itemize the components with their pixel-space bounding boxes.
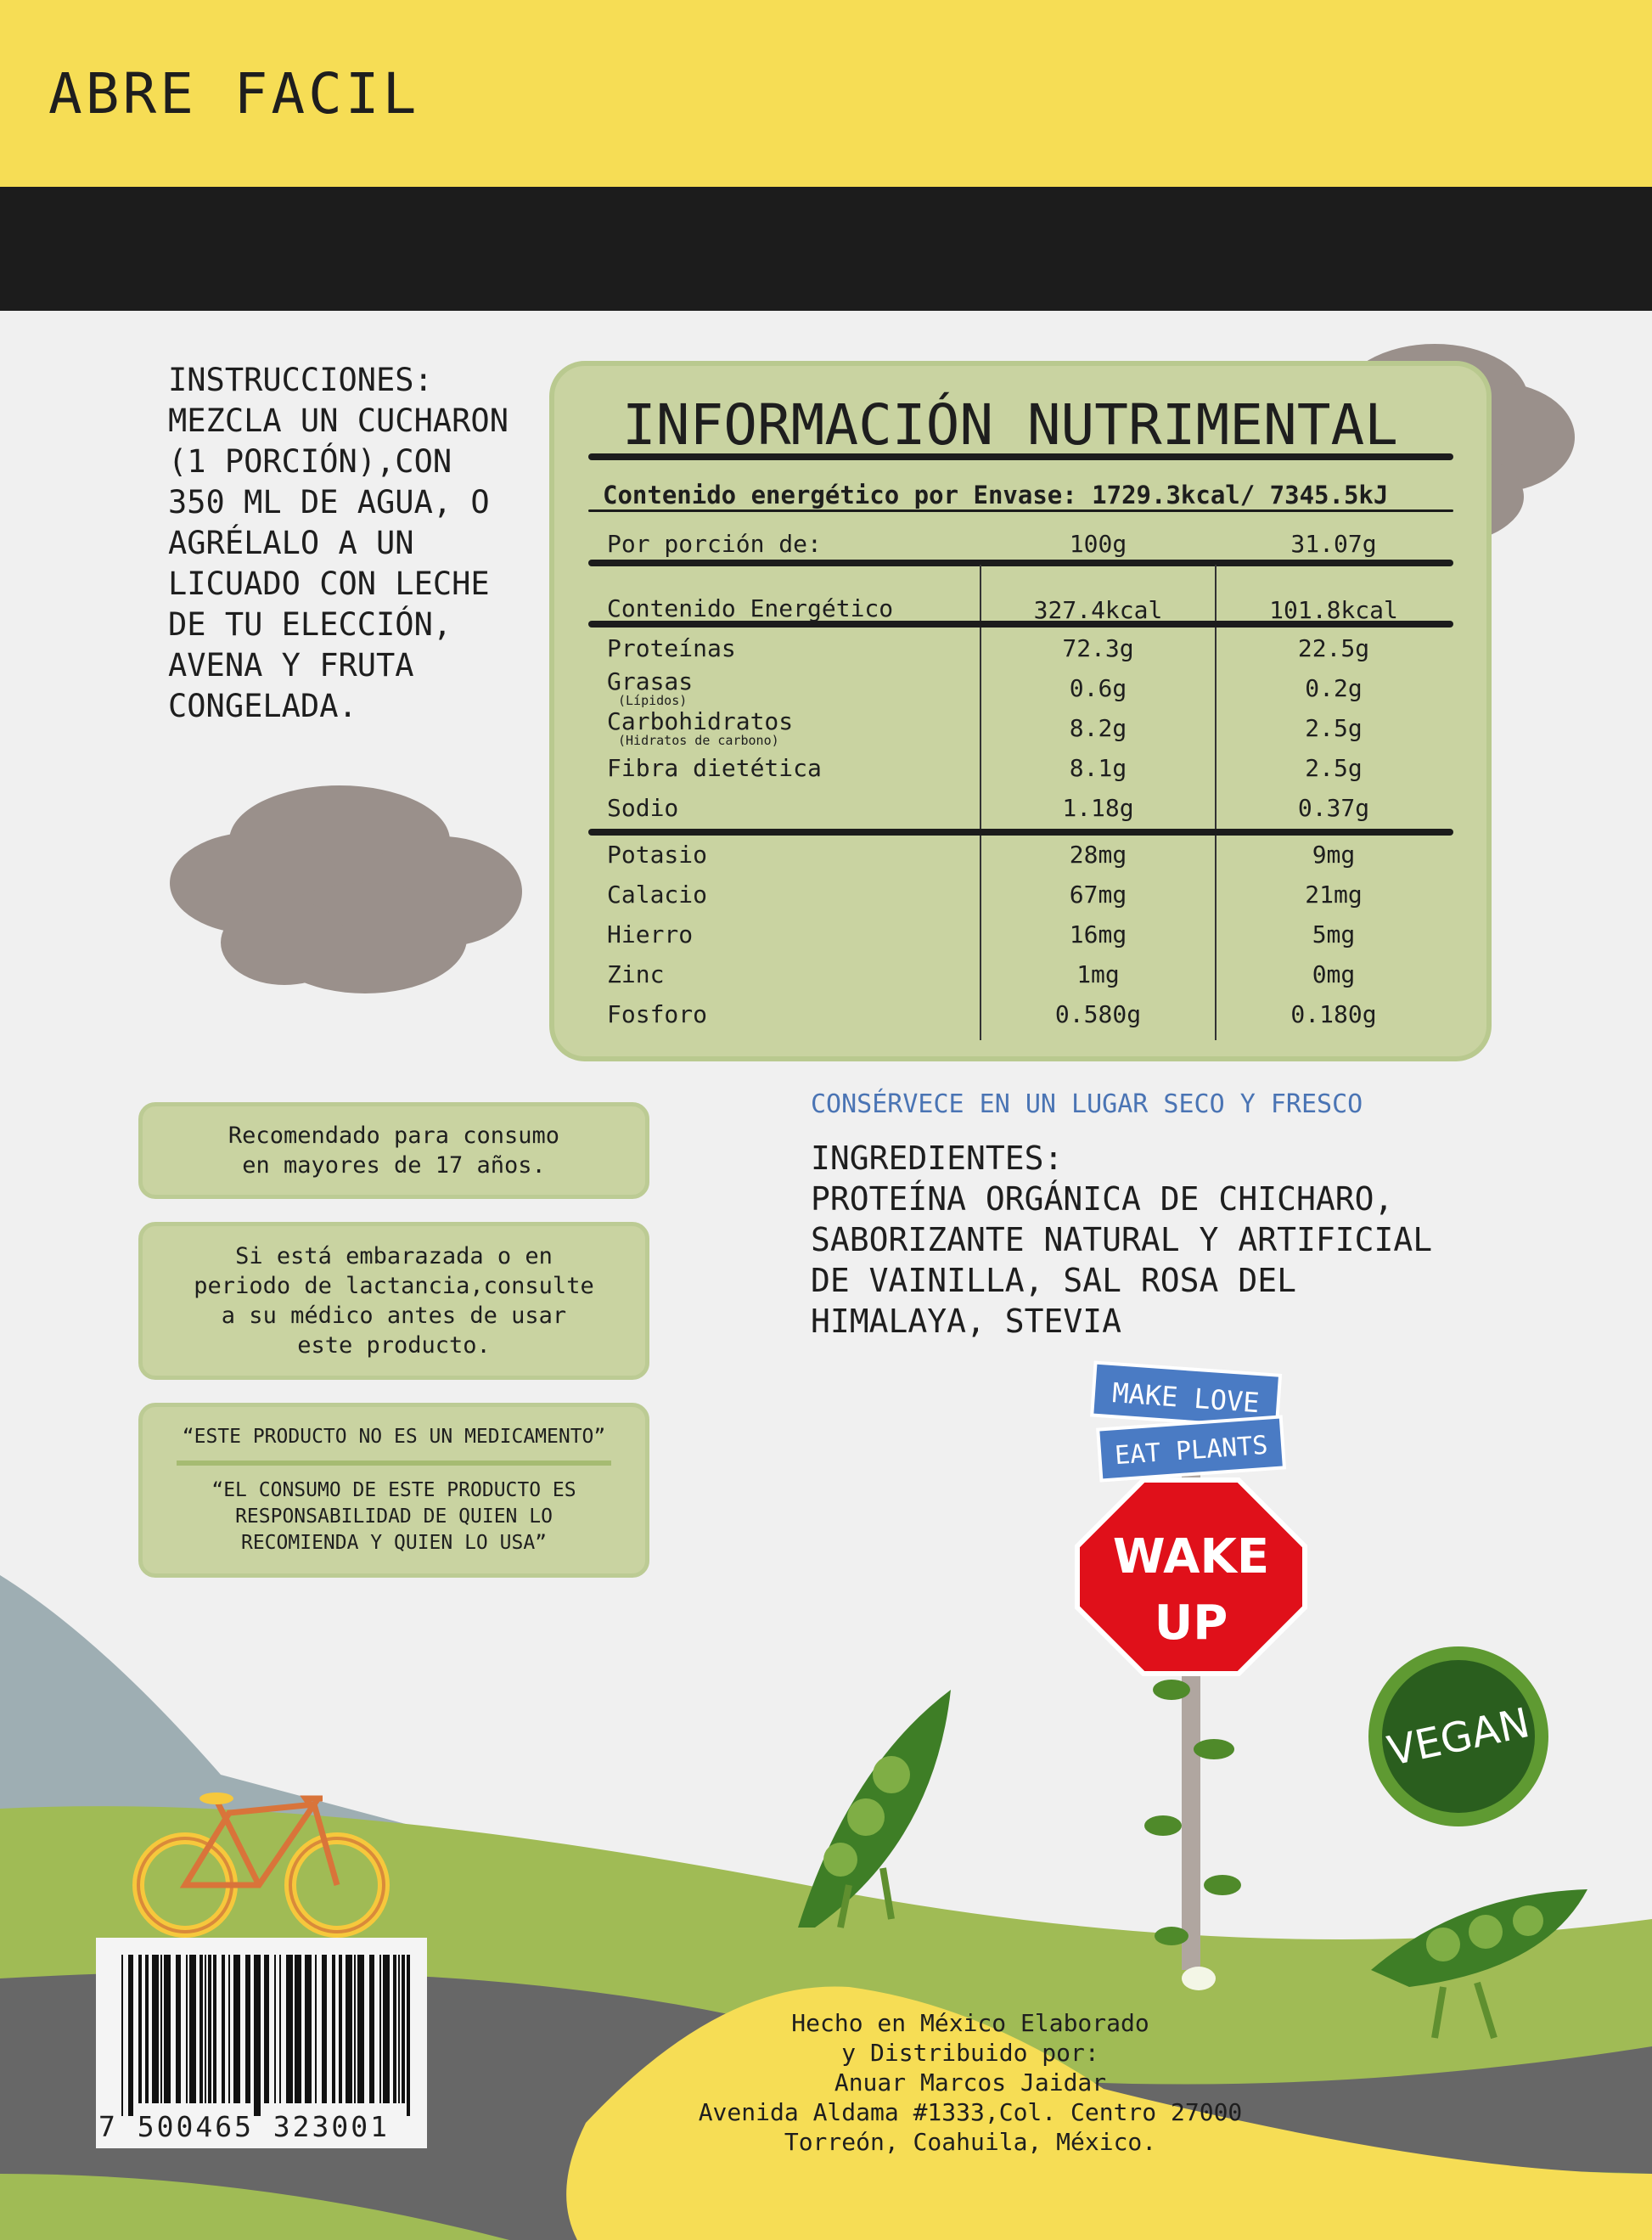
nutrient-label: Sodio [607, 794, 679, 822]
nutrient-per-100g: 1.18g [1062, 794, 1134, 822]
pea-pod-character [1371, 1889, 1587, 2040]
nutrient-per-100g: 8.2g [1069, 714, 1127, 742]
mineral-label: Fosforo [607, 1000, 708, 1028]
storage-text: CONSÉRVECE EN UN LUGAR SECO Y FRESCO [811, 1089, 1363, 1119]
column-divider [980, 565, 981, 1040]
pea-pod-character [798, 1690, 951, 1928]
nutrient-per-portion: 2.5g [1305, 714, 1363, 742]
mineral-per-100g: 1mg [1076, 960, 1120, 988]
nutrient-per-100g: 72.3g [1062, 634, 1134, 662]
age-notice: Recomendado para consumo en mayores de 1… [138, 1102, 649, 1199]
eat-plants-sign: EAT PLANTS [1096, 1415, 1287, 1483]
divider [588, 621, 1453, 628]
pregnancy-notice-text: Si está embarazada o en periodo de lacta… [194, 1243, 594, 1359]
stop-sign: WAKE UP [1075, 1477, 1307, 1676]
age-notice-text: Recomendado para consumo en mayores de 1… [228, 1123, 560, 1179]
mineral-per-portion: 0mg [1312, 960, 1356, 988]
vegan-badge: VEGAN [1368, 1646, 1548, 1826]
black-band [0, 187, 1652, 311]
make-love-sign: MAKE LOVE [1090, 1360, 1283, 1430]
nutrient-label: Carbohidratos [607, 707, 794, 735]
nutrition-title: INFORMACIÓN NUTRIMENTAL [622, 392, 1398, 458]
not-medicine-text: “ESTE PRODUCTO NO ES UN MEDICAMENTO” [182, 1426, 606, 1448]
mineral-label: Zinc [607, 960, 665, 988]
nutrient-label: Grasas [607, 667, 694, 695]
energy-col2: 101.8kcal [1269, 596, 1398, 624]
bicycle-icon [132, 1793, 390, 1938]
portion-label: Por porción de: [607, 530, 822, 558]
portion-col2: 31.07g [1290, 530, 1377, 558]
svg-text:UP: UP [1155, 1596, 1228, 1651]
nutrient-per-portion: 0.37g [1297, 794, 1370, 822]
mineral-per-100g: 0.580g [1054, 1000, 1142, 1028]
header-band [0, 0, 1652, 187]
disclaimer-box: “ESTE PRODUCTO NO ES UN MEDICAMENTO” “EL… [138, 1403, 649, 1578]
cloud-icon [170, 785, 522, 993]
divider [177, 1461, 611, 1466]
manufacturer-address: Hecho en México Elaborado y Distribuido … [698, 2009, 1243, 2156]
mineral-label: Hierro [607, 920, 694, 948]
nutrient-label: Fibra dietética [607, 754, 822, 782]
divider [588, 560, 1453, 566]
mineral-per-portion: 0.180g [1290, 1000, 1377, 1028]
mineral-label: Potasio [607, 841, 708, 869]
nutrient-sublabel: (Hidratos de carbono) [618, 733, 779, 748]
barcode-number: 7 500465 323001 [98, 2110, 391, 2143]
nutrition-panel [549, 361, 1492, 1061]
column-divider [1215, 565, 1217, 1040]
portion-col1: 100g [1069, 530, 1127, 558]
energy-per-package: Contenido energético por Envase: 1729.3k… [603, 481, 1389, 509]
nutrient-sublabel: (Lípidos) [618, 693, 688, 708]
mineral-per-portion: 9mg [1312, 841, 1356, 869]
nutrient-label: Proteínas [607, 634, 736, 662]
instructions-text: INSTRUCCIONES: MEZCLA UN CUCHARON (1 POR… [168, 362, 509, 724]
nutrient-per-portion: 0.2g [1305, 674, 1363, 702]
yellow-path [566, 1986, 1652, 2240]
mineral-per-portion: 5mg [1312, 920, 1356, 948]
easy-open-label: ABRE FACIL [48, 61, 420, 127]
mineral-per-100g: 28mg [1069, 841, 1127, 869]
responsibility-text: “EL CONSUMO DE ESTE PRODUCTO ES RESPONSA… [211, 1479, 576, 1554]
nutrient-per-100g: 0.6g [1069, 674, 1127, 702]
barcode [96, 1938, 427, 2148]
mineral-per-100g: 67mg [1069, 881, 1127, 909]
mountain [0, 1575, 475, 1868]
mineral-label: Calacio [607, 881, 708, 909]
green-foreground [0, 2174, 509, 2240]
energy-col1: 327.4kcal [1033, 596, 1163, 624]
divider [588, 829, 1453, 836]
pregnancy-notice: Si está embarazada o en periodo de lacta… [138, 1222, 649, 1380]
svg-text:WAKE: WAKE [1113, 1529, 1269, 1584]
divider [588, 453, 1453, 460]
mineral-per-100g: 16mg [1069, 920, 1127, 948]
mineral-per-portion: 21mg [1305, 881, 1363, 909]
nutrient-per-portion: 22.5g [1297, 634, 1370, 662]
nutrient-per-100g: 8.1g [1069, 754, 1127, 782]
ingredients-text: INGREDIENTES: PROTEÍNA ORGÁNICA DE CHICH… [811, 1140, 1433, 1340]
beanstalk-vine [1144, 1680, 1241, 1990]
nutrient-per-portion: 2.5g [1305, 754, 1363, 782]
energy-label: Contenido Energético [607, 594, 894, 622]
divider [588, 509, 1453, 512]
